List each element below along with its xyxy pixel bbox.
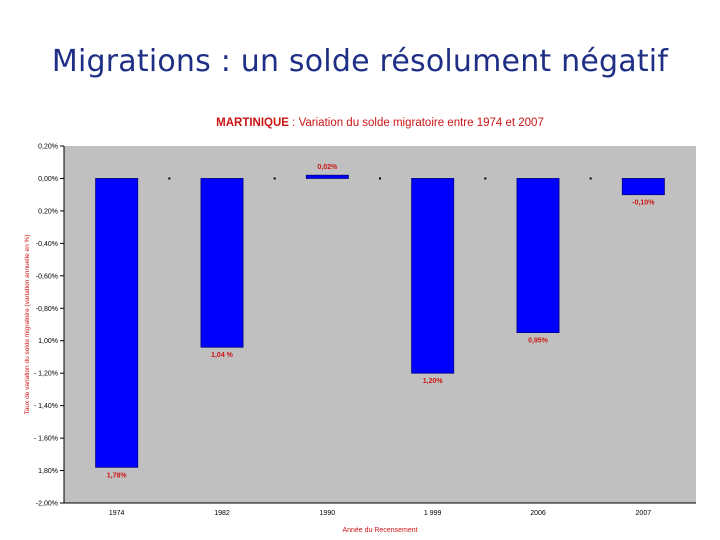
y-axis-title: Taux de variation du solde migratoire (v…: [24, 235, 31, 415]
category-separator-tick: [589, 177, 592, 180]
y-tick-label: 0,00%: [38, 176, 58, 183]
y-tick-label: 1,00%: [38, 338, 58, 345]
x-tick-label: 2007: [636, 510, 652, 517]
bar-value-label: 1,78%: [107, 472, 128, 479]
x-tick-label: 2006: [530, 510, 546, 517]
bar-1982: [200, 178, 244, 348]
data-labels: 1,78% 1,04 % 0,02% 1,20% 0,95% -0,10%: [107, 164, 655, 479]
bar-value-label: 0,95%: [528, 338, 549, 345]
category-separator-tick: [273, 177, 276, 180]
y-tick-label: -0,80%: [36, 306, 58, 313]
y-tick-label: 0,20%: [38, 144, 58, 151]
bar-2006: [516, 178, 560, 334]
bar-2007: [621, 178, 665, 196]
category-separator-tick: [168, 177, 171, 180]
chart-title-region: MARTINIQUE: [216, 117, 289, 129]
bar-1999: [411, 178, 455, 374]
bar-1990: [305, 174, 349, 179]
y-tick-label: - 1,60%: [34, 436, 58, 443]
x-tick-label: 1982: [214, 510, 230, 517]
bar-value-label: 1,04 %: [211, 352, 234, 359]
x-tick-label: 1 999: [424, 510, 442, 517]
y-tick-label: -0,60%: [36, 273, 58, 280]
bars: [95, 174, 665, 468]
y-tick-label: -2,00%: [36, 501, 58, 508]
y-tick-label: -0,40%: [36, 241, 58, 248]
bar-value-label: -0,10%: [632, 200, 655, 207]
bar-value-label: 0,02%: [317, 164, 338, 171]
category-separator-tick: [379, 177, 381, 180]
y-tick-label: 0,20%: [38, 208, 58, 215]
x-axis: 1974 1982 1990 1 999 2006 2007: [64, 177, 696, 517]
plot-area: [64, 146, 696, 503]
y-tick-label: - 1,20%: [34, 371, 58, 378]
chart-title-description: : Variation du solde migratoire entre 19…: [288, 117, 544, 129]
y-axis: 0,20% 0,00% 0,20% -0,40% -0,60% -0,80% 1,00% - …: [34, 144, 65, 508]
chart-title: MARTINIQUE : Variation du solde migratoi…: [0, 117, 720, 129]
x-tick-label: 1974: [109, 510, 125, 517]
bar-1974: [95, 178, 139, 468]
y-tick-label: 1,80%: [38, 468, 58, 475]
y-tick-label: - 1,40%: [34, 403, 58, 410]
bar-value-label: 1,20%: [423, 378, 444, 385]
slide-title: Migrations : un solde résolument négatif: [51, 44, 669, 79]
x-tick-label: 1990: [320, 510, 336, 517]
category-separator-tick: [484, 177, 487, 180]
x-axis-title: Année du Recensement: [342, 527, 417, 534]
